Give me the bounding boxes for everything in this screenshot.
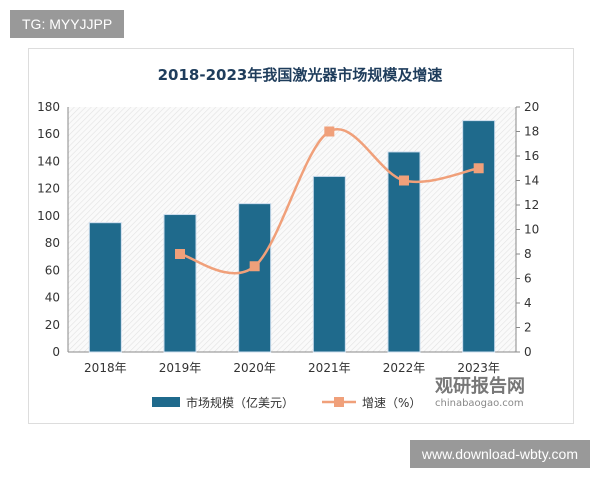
- right-tick-label: 2: [524, 321, 532, 335]
- bar: [462, 120, 496, 353]
- right-tick-label: 18: [524, 125, 539, 139]
- right-tick-label: 20: [524, 100, 539, 114]
- left-tick-label: 80: [45, 236, 60, 250]
- left-tick-label: 180: [37, 100, 60, 114]
- growth-marker: [324, 126, 335, 137]
- plot-area: [68, 107, 516, 352]
- left-tick-label: 20: [45, 318, 60, 332]
- bar: [312, 175, 346, 353]
- growth-marker: [399, 175, 409, 186]
- legend-line-label: 增速（%）: [362, 396, 421, 410]
- legend-bar-swatch: [152, 397, 180, 407]
- right-tick-label: 4: [524, 296, 532, 310]
- bar: [163, 214, 197, 353]
- left-tick-label: 140: [37, 154, 60, 168]
- right-tick-label: 16: [524, 149, 539, 163]
- watermark-tg: TG: MYYJJPP: [10, 10, 125, 38]
- x-tick-label: 2022年: [383, 361, 426, 375]
- right-tick-label: 12: [524, 198, 539, 212]
- x-tick-label: 2023年: [457, 361, 500, 375]
- right-tick-label: 10: [524, 223, 539, 237]
- left-tick-label: 100: [37, 209, 60, 223]
- right-tick-label: 8: [524, 247, 532, 261]
- bar: [238, 203, 272, 353]
- right-tick-label: 0: [524, 345, 532, 359]
- x-tick-label: 2019年: [159, 361, 202, 375]
- right-tick-label: 6: [524, 272, 532, 286]
- x-tick-label: 2020年: [233, 361, 276, 375]
- growth-marker: [175, 249, 185, 259]
- chart-title: 2018-2023年我国激光器市场规模及增速: [158, 66, 443, 84]
- legend-line-marker: [334, 397, 344, 407]
- legend-bar-label: 市场规模（亿美元）: [186, 395, 294, 410]
- bar: [88, 222, 122, 353]
- logo: 观研报告网 chinabaogao.com: [435, 376, 525, 409]
- x-tick-label: 2018年: [84, 361, 127, 375]
- left-tick-label: 120: [37, 182, 60, 196]
- right-tick-label: 14: [524, 174, 539, 188]
- left-tick-label: 40: [45, 291, 60, 305]
- growth-marker: [473, 163, 484, 174]
- bar: [387, 151, 421, 353]
- left-tick-label: 160: [37, 127, 60, 141]
- growth-marker: [249, 261, 260, 272]
- x-tick-label: 2021年: [308, 361, 351, 375]
- watermark-site: www.download-wbty.com: [409, 440, 590, 468]
- left-tick-label: 0: [52, 345, 60, 359]
- left-tick-label: 60: [45, 263, 60, 277]
